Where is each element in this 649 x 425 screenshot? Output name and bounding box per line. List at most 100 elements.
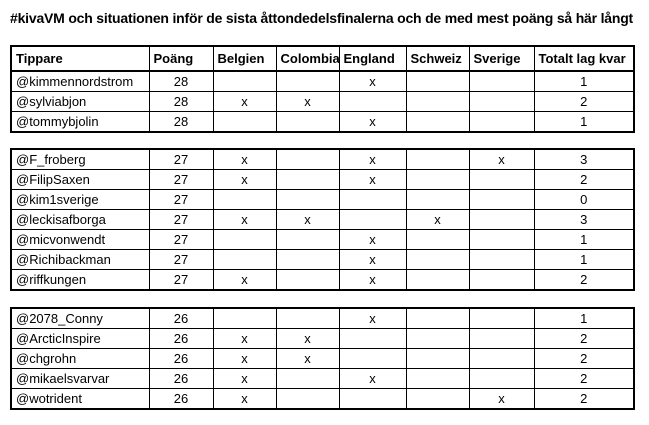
team-mark-cell: x <box>212 348 277 369</box>
team-mark-cell <box>338 209 407 230</box>
points-cell: 28 <box>148 111 214 133</box>
team-mark-cell: x <box>338 70 407 92</box>
team-mark-cell <box>405 229 470 250</box>
team-mark-cell <box>405 328 470 349</box>
table-row: @mikaelsvarvar 26 x x 2 <box>10 368 635 389</box>
team-mark-cell: x <box>212 269 277 291</box>
tipper-name-cell: @Richibackman <box>10 249 150 270</box>
team-mark-cell <box>468 229 535 250</box>
teams-left-cell: 2 <box>533 328 635 349</box>
teams-left-cell: 2 <box>533 169 635 190</box>
team-mark-cell <box>468 368 535 389</box>
team-mark-cell <box>405 307 470 329</box>
team-mark-cell: x <box>212 91 277 112</box>
table-row: @chgrohn 26 x x 2 <box>10 348 635 369</box>
tipper-name-cell: @2078_Conny <box>10 307 150 329</box>
points-cell: 26 <box>148 388 214 410</box>
team-mark-cell: x <box>212 388 277 410</box>
table-row: @kim1sverige 27 0 <box>10 189 635 210</box>
team-mark-cell <box>468 307 535 329</box>
standings-table-26-points: @2078_Conny 26 x 1 @ArcticInspire 26 x x 2 @chgro… <box>10 307 635 410</box>
team-mark-cell: x <box>338 368 407 389</box>
team-mark-cell <box>338 348 407 369</box>
team-mark-cell <box>468 189 535 210</box>
points-cell: 27 <box>148 249 214 270</box>
team-mark-cell <box>405 368 470 389</box>
points-cell: 27 <box>148 189 214 210</box>
standings-table-27-points: @F_froberg 27 x x x 3 @FilipSaxen 27 x x 2 @kim1sve… <box>10 148 635 291</box>
team-mark-cell <box>275 111 340 133</box>
table-row: @leckisafborga 27 x x x 3 <box>10 209 635 230</box>
team-mark-cell: x <box>338 148 407 170</box>
team-mark-cell <box>338 91 407 112</box>
team-mark-cell <box>212 229 277 250</box>
team-mark-cell: x <box>468 148 535 170</box>
points-cell: 26 <box>148 328 214 349</box>
page-title: #kivaVM och situationen inför de sista å… <box>10 10 634 26</box>
points-cell: 26 <box>148 307 214 329</box>
teams-left-cell: 2 <box>533 388 635 410</box>
team-mark-cell <box>405 148 470 170</box>
team-mark-cell: x <box>338 269 407 291</box>
team-mark-cell <box>212 307 277 329</box>
tipper-name-cell: @wotrident <box>10 388 150 410</box>
tipper-name-cell: @mikaelsvarvar <box>10 368 150 389</box>
table-body-28: @kimmennordstrom 28 x 1 @sylviabjon 28 x x 2 @tom… <box>10 70 635 133</box>
team-mark-cell <box>468 91 535 112</box>
team-mark-cell <box>275 148 340 170</box>
column-header-colombia: Colombia <box>275 45 340 72</box>
table-body-26: @2078_Conny 26 x 1 @ArcticInspire 26 x x 2 @chgro… <box>10 307 635 410</box>
column-header-belgien: Belgien <box>212 45 277 72</box>
points-cell: 27 <box>148 269 214 291</box>
team-mark-cell: x <box>338 307 407 329</box>
table-row: @micvonwendt 27 x 1 <box>10 229 635 250</box>
teams-left-cell: 2 <box>533 91 635 112</box>
team-mark-cell: x <box>338 169 407 190</box>
teams-left-cell: 1 <box>533 229 635 250</box>
team-mark-cell <box>405 348 470 369</box>
team-mark-cell <box>338 388 407 410</box>
teams-left-cell: 2 <box>533 269 635 291</box>
table-row: @Richibackman 27 x 1 <box>10 249 635 270</box>
table-row: @kimmennordstrom 28 x 1 <box>10 70 635 92</box>
team-mark-cell <box>275 70 340 92</box>
team-mark-cell <box>405 388 470 410</box>
team-mark-cell <box>275 388 340 410</box>
team-mark-cell <box>405 249 470 270</box>
team-mark-cell <box>468 328 535 349</box>
table-row: @riffkungen 27 x x 2 <box>10 269 635 291</box>
teams-left-cell: 1 <box>533 307 635 329</box>
team-mark-cell: x <box>275 328 340 349</box>
table-row: @FilipSaxen 27 x x 2 <box>10 169 635 190</box>
points-cell: 27 <box>148 169 214 190</box>
teams-left-cell: 1 <box>533 111 635 133</box>
table-row: @2078_Conny 26 x 1 <box>10 307 635 329</box>
team-mark-cell <box>275 169 340 190</box>
header-row: Tippare Poäng Belgien Colombia England Schwei… <box>10 45 635 72</box>
team-mark-cell: x <box>338 111 407 133</box>
team-mark-cell: x <box>338 249 407 270</box>
column-header-schweiz: Schweiz <box>405 45 470 72</box>
teams-left-cell: 3 <box>533 148 635 170</box>
team-mark-cell <box>275 249 340 270</box>
table-row: @wotrident 26 x x 2 <box>10 388 635 410</box>
team-mark-cell <box>468 169 535 190</box>
tipper-name-cell: @FilipSaxen <box>10 169 150 190</box>
tipper-name-cell: @tommybjolin <box>10 111 150 133</box>
points-cell: 28 <box>148 91 214 112</box>
team-mark-cell <box>468 111 535 133</box>
team-mark-cell: x <box>405 209 470 230</box>
points-cell: 26 <box>148 368 214 389</box>
column-header-totalt-lag-kvar: Totalt lag kvar <box>533 45 635 72</box>
tipper-name-cell: @sylviabjon <box>10 91 150 112</box>
column-header-tippare: Tippare <box>10 45 150 72</box>
team-mark-cell <box>275 229 340 250</box>
team-mark-cell: x <box>212 209 277 230</box>
team-mark-cell <box>405 91 470 112</box>
team-mark-cell: x <box>275 209 340 230</box>
tipper-name-cell: @leckisafborga <box>10 209 150 230</box>
team-mark-cell <box>468 209 535 230</box>
team-mark-cell <box>275 368 340 389</box>
points-cell: 28 <box>148 70 214 92</box>
team-mark-cell <box>405 111 470 133</box>
